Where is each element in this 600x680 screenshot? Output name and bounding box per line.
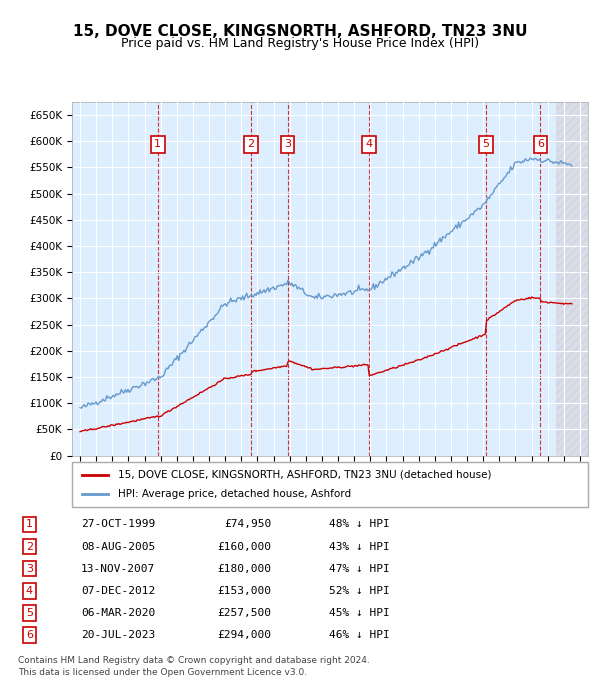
Text: 43% ↓ HPI: 43% ↓ HPI <box>329 541 389 551</box>
Text: 07-DEC-2012: 07-DEC-2012 <box>81 585 155 596</box>
Text: 27-OCT-1999: 27-OCT-1999 <box>81 520 155 530</box>
Text: 06-MAR-2020: 06-MAR-2020 <box>81 608 155 618</box>
Text: 45% ↓ HPI: 45% ↓ HPI <box>329 608 389 618</box>
Text: £294,000: £294,000 <box>217 630 271 640</box>
Text: 52% ↓ HPI: 52% ↓ HPI <box>329 585 389 596</box>
Text: £160,000: £160,000 <box>217 541 271 551</box>
Text: 2: 2 <box>26 541 33 551</box>
Text: 4: 4 <box>26 585 33 596</box>
Text: 1: 1 <box>26 520 33 530</box>
Bar <box>556 102 588 456</box>
Text: 47% ↓ HPI: 47% ↓ HPI <box>329 564 389 574</box>
Text: 6: 6 <box>537 139 544 150</box>
Text: 08-AUG-2005: 08-AUG-2005 <box>81 541 155 551</box>
Text: 48% ↓ HPI: 48% ↓ HPI <box>329 520 389 530</box>
Text: 6: 6 <box>26 630 33 640</box>
Text: 2: 2 <box>247 139 254 150</box>
Text: 46% ↓ HPI: 46% ↓ HPI <box>329 630 389 640</box>
Text: This data is licensed under the Open Government Licence v3.0.: This data is licensed under the Open Gov… <box>18 668 307 677</box>
Text: 15, DOVE CLOSE, KINGSNORTH, ASHFORD, TN23 3NU: 15, DOVE CLOSE, KINGSNORTH, ASHFORD, TN2… <box>73 24 527 39</box>
Text: 20-JUL-2023: 20-JUL-2023 <box>81 630 155 640</box>
Text: 5: 5 <box>26 608 33 618</box>
Text: £180,000: £180,000 <box>217 564 271 574</box>
Text: 3: 3 <box>26 564 33 574</box>
FancyBboxPatch shape <box>72 462 588 507</box>
Text: £74,950: £74,950 <box>224 520 271 530</box>
Text: 13-NOV-2007: 13-NOV-2007 <box>81 564 155 574</box>
Text: £257,500: £257,500 <box>217 608 271 618</box>
Text: 1: 1 <box>154 139 161 150</box>
Text: £153,000: £153,000 <box>217 585 271 596</box>
Text: 3: 3 <box>284 139 291 150</box>
Text: 15, DOVE CLOSE, KINGSNORTH, ASHFORD, TN23 3NU (detached house): 15, DOVE CLOSE, KINGSNORTH, ASHFORD, TN2… <box>118 470 492 480</box>
Text: HPI: Average price, detached house, Ashford: HPI: Average price, detached house, Ashf… <box>118 489 352 499</box>
Text: 5: 5 <box>482 139 490 150</box>
Text: Contains HM Land Registry data © Crown copyright and database right 2024.: Contains HM Land Registry data © Crown c… <box>18 656 370 665</box>
Text: 4: 4 <box>365 139 373 150</box>
Text: Price paid vs. HM Land Registry's House Price Index (HPI): Price paid vs. HM Land Registry's House … <box>121 37 479 50</box>
